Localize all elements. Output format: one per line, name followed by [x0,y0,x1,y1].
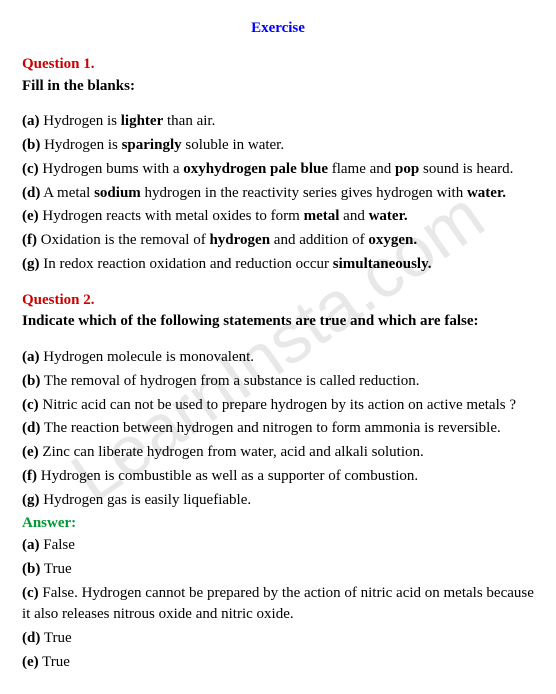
item-text: Hydrogen molecule is monovalent. [40,349,255,365]
item-text: False. Hydrogen cannot be prepared by th… [22,585,534,623]
q1-item-e: (e) Hydrogen reacts with metal oxides to… [22,206,534,228]
question-1-header: Question 1. Fill in the blanks: [22,54,534,98]
question-2-header: Question 2. Indicate which of the follow… [22,290,534,334]
question-2-label: Question 2. [22,290,534,312]
item-letter: (f) [22,468,37,484]
item-letter: (b) [22,561,40,577]
q2-ans-e: (e) True [22,652,534,674]
item-letter: (d) [22,185,40,201]
item-letter: (d) [22,420,40,436]
q1-item-g: (g) In redox reaction oxidation and redu… [22,254,534,276]
item-text: than air. [163,113,215,129]
q2-ans-a: (a) False [22,535,534,557]
item-text: True [40,561,71,577]
q2-item-g: (g) Hydrogen gas is easily liquefiable. [22,490,534,512]
q1-item-c: (c) Hydrogen bums with a oxyhydrogen pal… [22,159,534,181]
exercise-title: Exercise [22,18,534,40]
q2-ans-b: (b) True [22,559,534,581]
item-bold: hydrogen [209,232,270,248]
item-text: Hydrogen is [40,113,121,129]
item-text: Nitric acid can not be used to prepare h… [39,397,516,413]
item-text: soluble in water. [182,137,284,153]
item-letter: (e) [22,208,39,224]
question-2-items: (a) Hydrogen molecule is monovalent. (b)… [22,347,534,511]
q2-ans-c: (c) False. Hydrogen cannot be prepared b… [22,583,534,627]
q2-ans-d: (d) True [22,628,534,650]
q1-item-b: (b) Hydrogen is sparingly soluble in wat… [22,135,534,157]
item-text: and [339,208,368,224]
item-letter: (d) [22,630,40,646]
item-text: True [39,654,70,670]
item-text: Zinc can liberate hydrogen from water, a… [39,444,424,460]
item-text: hydrogen in the reactivity series gives … [141,185,467,201]
item-letter: (e) [22,654,39,670]
q2-item-c: (c) Nitric acid can not be used to prepa… [22,395,534,417]
item-text: True [40,630,71,646]
item-letter: (c) [22,397,39,413]
item-letter: (c) [22,585,39,601]
item-letter: (e) [22,444,39,460]
item-bold: oxygen. [368,232,417,248]
item-text: Hydrogen reacts with metal oxides to for… [39,208,304,224]
item-text: The removal of hydrogen from a substance… [40,373,419,389]
question-2-answers: (a) False (b) True (c) False. Hydrogen c… [22,535,534,674]
item-letter: (c) [22,161,39,177]
item-text: Hydrogen is [40,137,121,153]
item-bold: lighter [121,113,164,129]
item-text: Hydrogen gas is easily liquefiable. [40,492,252,508]
item-letter: (b) [22,137,40,153]
item-bold: sparingly [122,137,182,153]
item-text: Hydrogen is combustible as well as a sup… [37,468,418,484]
answer-label: Answer: [22,513,534,535]
item-bold: pop [395,161,419,177]
q1-item-a: (a) Hydrogen is lighter than air. [22,111,534,133]
item-letter: (b) [22,373,40,389]
q2-item-b: (b) The removal of hydrogen from a subst… [22,371,534,393]
q2-item-a: (a) Hydrogen molecule is monovalent. [22,347,534,369]
item-text: A metal [40,185,94,201]
q1-item-d: (d) A metal sodium hydrogen in the react… [22,183,534,205]
question-1-label: Question 1. [22,54,534,76]
question-1-prompt: Fill in the blanks: [22,76,534,98]
item-bold: water. [369,208,408,224]
item-bold: simultaneously. [333,256,432,272]
q1-item-f: (f) Oxidation is the removal of hydrogen… [22,230,534,252]
item-text: The reaction between hydrogen and nitrog… [40,420,500,436]
item-text: sound is heard. [419,161,513,177]
item-letter: (a) [22,349,40,365]
item-text: In redox reaction oxidation and reductio… [40,256,333,272]
item-letter: (g) [22,256,40,272]
item-text: Hydrogen bums with a [39,161,184,177]
item-text: flame and [328,161,395,177]
item-text: and addition of [270,232,368,248]
q2-item-f: (f) Hydrogen is combustible as well as a… [22,466,534,488]
q2-item-d: (d) The reaction between hydrogen and ni… [22,418,534,440]
item-bold: sodium [94,185,141,201]
item-letter: (g) [22,492,40,508]
item-letter: (f) [22,232,37,248]
item-text: Oxidation is the removal of [37,232,209,248]
item-bold: water. [467,185,506,201]
item-bold: oxyhydrogen pale blue [183,161,328,177]
item-bold: metal [304,208,340,224]
question-2-prompt: Indicate which of the following statemen… [22,311,534,333]
item-letter: (a) [22,113,40,129]
item-text: False [40,537,75,553]
question-1-items: (a) Hydrogen is lighter than air. (b) Hy… [22,111,534,275]
item-letter: (a) [22,537,40,553]
q2-item-e: (e) Zinc can liberate hydrogen from wate… [22,442,534,464]
